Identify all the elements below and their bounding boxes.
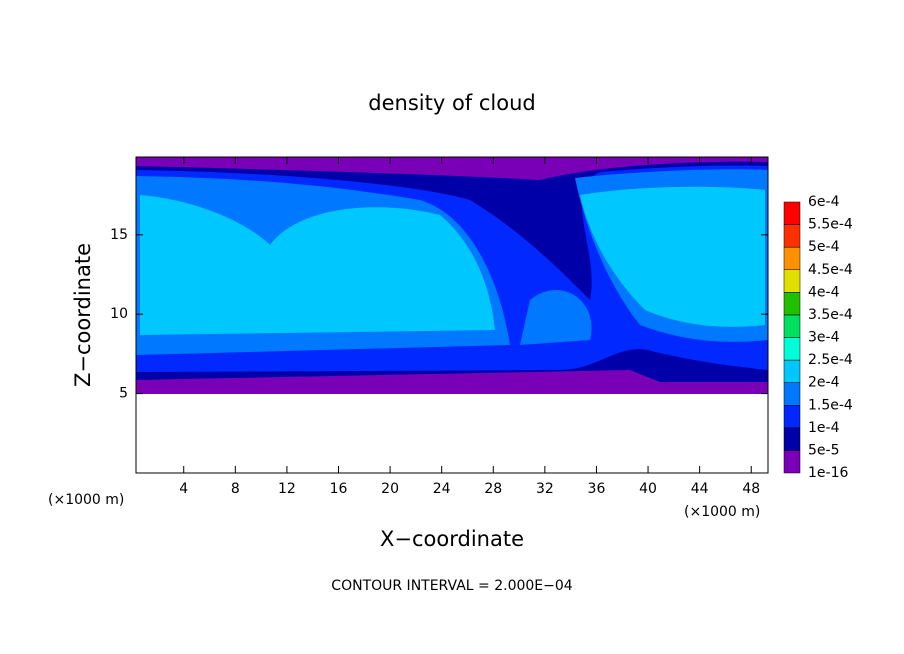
y-tick-label: 10 (110, 306, 128, 322)
y-tick-label: 15 (110, 227, 128, 243)
x-unit: (×1000 m) (684, 504, 760, 520)
x-axis-label: X−coordinate (380, 527, 524, 551)
footer-note: CONTOUR INTERVAL = 2.000E−04 (331, 578, 572, 594)
empty-region (136, 394, 768, 473)
colorbar-label: 5.5e-4 (808, 217, 853, 233)
chart-title: density of cloud (368, 91, 535, 115)
colorbar-box (783, 201, 801, 225)
colorbar-box (783, 405, 801, 429)
colorbar-label: 2e-4 (808, 375, 840, 391)
x-tick-label: 40 (639, 481, 657, 497)
colorbar-label: 4e-4 (808, 284, 840, 300)
x-unit: (×1000 m) (48, 492, 124, 508)
colorbar-box (783, 292, 801, 316)
colorbar-label: 3e-4 (808, 330, 840, 346)
colorbar-box (783, 337, 801, 361)
colorbar-box (783, 246, 801, 271)
colorbar-label: 6e-4 (808, 194, 840, 210)
x-tick-label: 8 (231, 481, 240, 497)
colorbar-label: 5e-5 (808, 442, 839, 458)
colorbar-box (783, 382, 801, 406)
colorbar-label: 5e-4 (808, 239, 840, 255)
colorbar-label: 1e-4 (808, 420, 840, 436)
colorbar-label: 1e-16 (808, 465, 848, 481)
colorbar-label: 1.5e-4 (808, 397, 853, 413)
y-axis-label: Z−coordinate (71, 243, 95, 387)
x-tick-label: 48 (742, 481, 760, 497)
y-tick-label: 5 (119, 386, 128, 402)
colorbar-label: 2.5e-4 (808, 352, 853, 368)
contour-region (140, 186, 765, 335)
colorbar-label: 3.5e-4 (808, 307, 853, 323)
x-tick-label: 12 (278, 481, 296, 497)
x-tick-label: 24 (433, 481, 451, 497)
colorbar-box (783, 224, 801, 248)
colorbar-box (783, 359, 801, 383)
colorbar-box (783, 314, 801, 338)
x-tick-label: 36 (588, 481, 606, 497)
plot-frame (135, 156, 769, 474)
colorbar-box (783, 427, 801, 451)
x-tick-label: 20 (381, 481, 399, 497)
colorbar-box (783, 269, 801, 293)
x-tick-label: 4 (179, 481, 188, 497)
x-tick-label: 32 (536, 481, 554, 497)
colorbar-box (783, 450, 801, 474)
x-tick-label: 16 (330, 481, 348, 497)
x-tick-label: 44 (691, 481, 709, 497)
contour-field (136, 157, 768, 394)
x-tick-label: 28 (484, 481, 502, 497)
colorbar-label: 4.5e-4 (808, 262, 853, 278)
